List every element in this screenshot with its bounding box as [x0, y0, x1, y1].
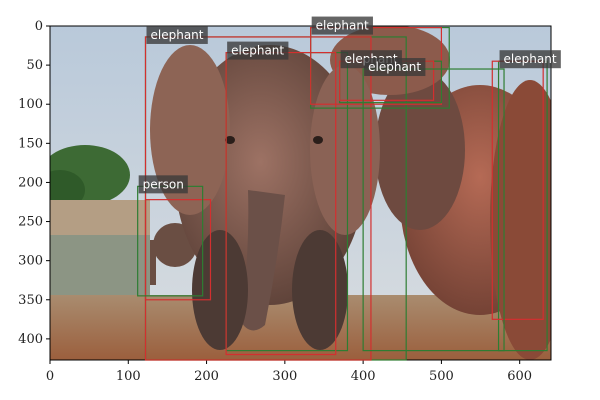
y-tick-label: 50 — [26, 58, 43, 73]
detection-box — [144, 36, 372, 361]
detection-label-text: person — [143, 177, 184, 191]
y-tick-label: 400 — [18, 332, 43, 347]
detection-label-text: elephant — [504, 52, 557, 66]
detection-label: elephant — [364, 58, 426, 77]
detection-label-bg — [311, 16, 373, 35]
y-tick-label: 250 — [18, 215, 43, 230]
detection-label-bg — [146, 25, 208, 44]
detection-label-bg — [138, 175, 188, 194]
detection-label-text: elephant — [231, 44, 284, 58]
x-tick-label: 600 — [507, 369, 532, 384]
detection-box — [362, 68, 505, 352]
x-tick-label: 0 — [46, 369, 54, 384]
detection-label: elephant — [227, 41, 289, 60]
detection-label: person — [138, 175, 188, 194]
x-axis: 0 100 200 300 400 500 600 — [46, 360, 532, 384]
y-tick-label: 200 — [18, 175, 43, 190]
x-tick-label: 400 — [351, 369, 376, 384]
photo — [50, 26, 551, 360]
detection-label: elephant — [499, 50, 561, 69]
detection-label-text: elephant — [316, 19, 369, 33]
y-tick-label: 0 — [35, 19, 43, 34]
detection-label: elephant — [311, 16, 373, 35]
y-tick-label: 300 — [18, 254, 43, 269]
x-tick-label: 200 — [194, 369, 219, 384]
x-tick-label: 300 — [272, 369, 297, 384]
y-axis: 0 50 100 150 200 250 300 350 400 — [18, 19, 50, 347]
detection-boxes — [137, 26, 548, 361]
y-tick-label: 100 — [18, 97, 43, 112]
y-tick-label: 150 — [18, 136, 43, 151]
detection-label: elephant — [146, 25, 208, 44]
y-tick-label: 350 — [18, 293, 43, 308]
detection-label-bg — [499, 50, 561, 69]
detection-label-text: elephant — [151, 28, 204, 42]
detection-label-text: elephant — [368, 60, 421, 74]
detection-label-bg — [227, 41, 289, 60]
detection-box — [144, 199, 212, 301]
detection-label-bg — [364, 58, 426, 77]
detection-labels: elephant elephant elephant elephant elephant… — [138, 16, 561, 194]
x-tick-label: 500 — [429, 369, 454, 384]
x-tick-label: 100 — [116, 369, 141, 384]
